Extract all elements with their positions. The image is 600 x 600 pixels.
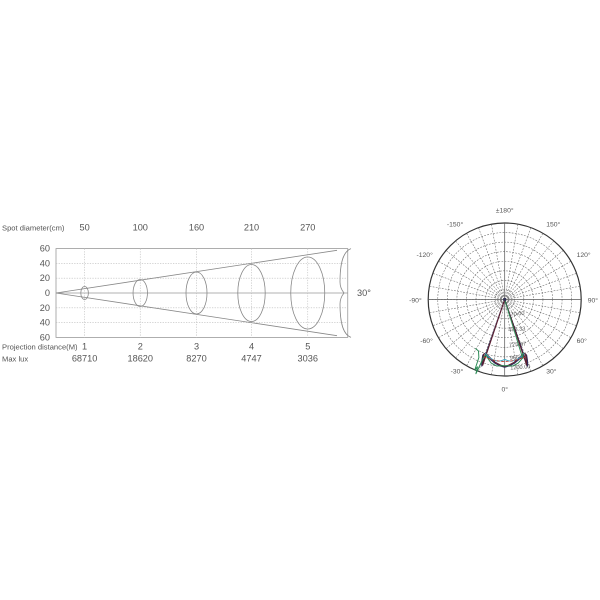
svg-text:Max lux: Max lux [2,355,28,364]
svg-text:100: 100 [133,223,148,233]
svg-text:30°: 30° [357,288,371,298]
svg-text:40: 40 [40,318,50,328]
svg-text:20: 20 [40,303,50,313]
svg-text:60: 60 [40,332,50,342]
svg-text:120°: 120° [577,251,591,259]
svg-text:270: 270 [300,223,315,233]
svg-text:210: 210 [244,223,259,233]
svg-text:3036: 3036 [298,354,318,364]
svg-text:8270: 8270 [186,354,206,364]
svg-text:90°: 90° [588,297,599,305]
svg-text:20: 20 [40,273,50,283]
svg-text:50: 50 [79,223,89,233]
svg-text:2: 2 [138,342,143,352]
svg-text:-30°: -30° [451,367,464,375]
svg-text:1: 1 [82,342,87,352]
svg-text:±180°: ±180° [496,207,514,215]
svg-text:30°: 30° [546,367,557,375]
svg-text:150°: 150° [546,221,560,229]
svg-text:0: 0 [45,288,50,298]
svg-text:-120°: -120° [416,251,433,259]
svg-text:18620: 18620 [127,354,153,364]
svg-text:0°: 0° [501,386,508,394]
svg-text:483.33: 483.33 [508,326,525,333]
svg-text:-90°: -90° [409,297,422,305]
svg-text:160: 160 [189,223,204,233]
svg-text:60: 60 [40,244,50,254]
svg-text:68710: 68710 [72,354,98,364]
svg-text:40: 40 [40,258,50,268]
svg-text:Projection distance(M): Projection distance(M) [2,343,78,352]
svg-text:3: 3 [194,342,199,352]
svg-text:60°: 60° [577,337,588,345]
svg-text:-150°: -150° [447,221,464,229]
svg-text:5: 5 [305,342,310,352]
svg-text:4: 4 [249,342,254,352]
svg-text:Spot diameter(cm): Spot diameter(cm) [2,224,65,233]
svg-text:-60°: -60° [420,337,433,345]
svg-text:4747: 4747 [241,354,261,364]
